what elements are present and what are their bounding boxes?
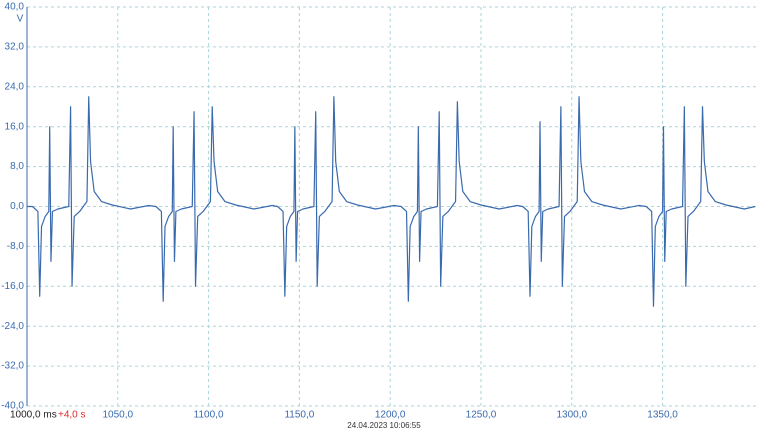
y-tick-label: 24,0 — [5, 81, 25, 92]
y-tick-label: -16,0 — [1, 281, 24, 292]
signal-line — [27, 96, 756, 307]
y-unit: V — [17, 14, 24, 25]
y-tick-label: -24,0 — [1, 321, 24, 332]
x-tick-label: 1350,0 — [647, 410, 678, 421]
timestamp: 24.04.2023 10:06:55 — [347, 421, 421, 430]
x-tick-label: 1200,0 — [375, 410, 406, 421]
y-tick-label: 0,0 — [10, 201, 24, 212]
y-tick-label: 8,0 — [10, 161, 24, 172]
x-tick-label: 1000,0 ms — [10, 410, 57, 421]
x-tick-label: 1100,0 — [194, 410, 224, 421]
y-tick-label: -40,0 — [1, 401, 24, 412]
x-tick-label: 1300,0 — [556, 410, 587, 421]
y-tick-label: 40,0 — [5, 2, 25, 13]
y-tick-label: -8,0 — [7, 241, 25, 252]
y-tick-label: 16,0 — [5, 121, 25, 132]
time-offset: +4,0 s — [58, 410, 86, 421]
x-tick-label: 1250,0 — [466, 410, 497, 421]
y-tick-label: -32,0 — [1, 361, 24, 372]
y-tick-label: 32,0 — [5, 42, 25, 53]
x-tick-label: 1050,0 — [102, 410, 133, 421]
x-tick-label: 1150,0 — [284, 410, 314, 421]
